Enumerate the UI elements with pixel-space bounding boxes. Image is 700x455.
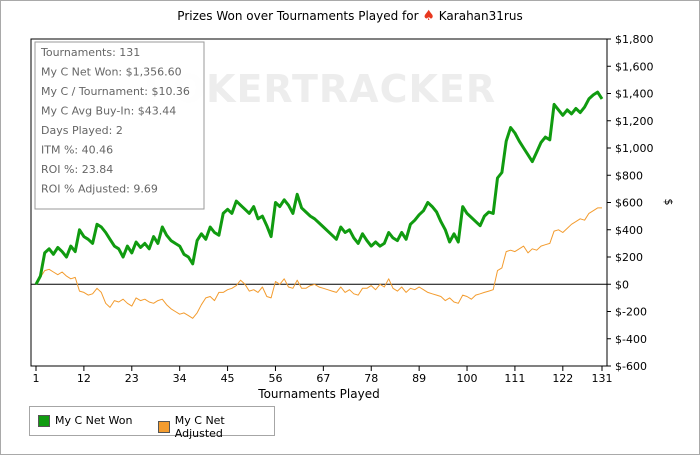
y-tick-label: $200 [615,251,643,264]
y-tick-label: $-200 [615,306,647,319]
y-tick-label: $1,600 [615,60,654,73]
x-tick-label: 1 [33,372,40,385]
x-tick-label: 34 [173,372,187,385]
legend-swatch-adjusted [158,421,170,433]
y-tick-label: $1,400 [615,88,654,101]
x-axis-label: Tournaments Played [257,387,379,401]
stats-line: Days Played: 2 [41,124,123,137]
stats-line: Tournaments: 131 [40,46,140,59]
x-tick-label: 122 [552,372,573,385]
x-tick-label: 131 [592,372,613,385]
x-tick-label: 111 [504,372,525,385]
legend-item-net-won[interactable]: My C Net Won [38,414,132,427]
stats-line: My C Net Won: $1,356.60 [41,66,182,79]
stats-line: ROI % Adjusted: 9.69 [41,183,158,196]
legend: My C Net Won My C Net Adjusted [29,406,275,436]
legend-label-net-won: My C Net Won [55,414,132,427]
y-tick-label: $-400 [615,333,647,346]
x-tick-label: 12 [77,372,91,385]
y-axis-label: $ [662,199,675,206]
legend-swatch-net-won [38,415,50,427]
y-tick-label: $0 [615,278,629,291]
x-tick-label: 89 [412,372,426,385]
x-tick-label: 45 [221,372,235,385]
y-tick-label: $1,200 [615,115,654,128]
legend-label-adjusted: My C Net Adjusted [175,414,274,440]
stats-line: My C Avg Buy-In: $43.44 [41,105,176,118]
x-tick-label: 23 [125,372,139,385]
x-tick-label: 78 [364,372,378,385]
x-axis: 1 12 23 34 45 56 67 78 89 100 111 122 131 [33,366,613,385]
stats-line: My C / Tournament: $10.36 [41,85,190,98]
stats-line: ITM %: 40.46 [41,144,113,157]
y-tick-label: $1,800 [615,33,654,46]
y-tick-label: $600 [615,197,643,210]
y-tick-label: $400 [615,224,643,237]
stats-line: ROI %: 23.84 [41,163,113,176]
y-tick-label: $-600 [615,360,647,373]
y-tick-label: $1,000 [615,142,654,155]
y-axis: $-600 $-400 $-200 $0 $200 $400 $600 $800 $1,000 $… [607,33,654,373]
x-tick-label: 67 [316,372,330,385]
stats-box: Tournaments: 131 My C Net Won: $1,356.60 M… [35,42,204,209]
y-tick-label: $800 [615,169,643,182]
x-tick-label: 100 [457,372,478,385]
x-tick-label: 56 [268,372,282,385]
legend-item-adjusted[interactable]: My C Net Adjusted [158,414,274,440]
